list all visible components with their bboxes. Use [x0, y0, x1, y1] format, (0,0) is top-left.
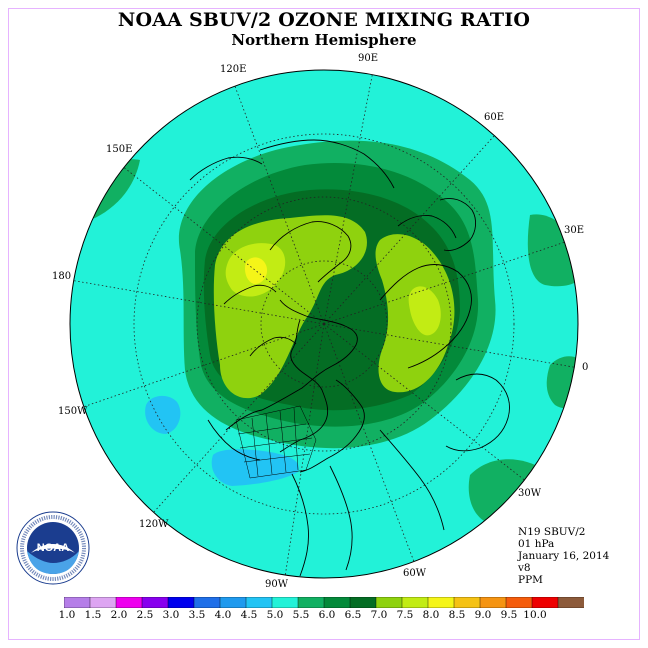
colorbar-tick-label: 5.5	[292, 609, 310, 621]
us-state-boundaries	[235, 405, 317, 479]
colorbar-tick-label: 1.5	[84, 609, 102, 621]
version-label: v8	[518, 562, 531, 574]
colorbar-tick-label: 1.0	[58, 609, 76, 621]
colorbar-swatch	[323, 597, 351, 608]
lon-label-30w: 30W	[518, 488, 542, 499]
date-label: January 16, 2014	[518, 550, 610, 562]
lon-label-90e: 90E	[358, 53, 378, 64]
ozone-level-5.0-5.5-southeast	[546, 356, 578, 409]
colorbar-swatch	[115, 597, 143, 608]
ozone-level-7.5-8.0	[244, 257, 268, 285]
colorbar-swatch	[531, 597, 559, 608]
map-subtitle: Northern Hemisphere	[231, 31, 417, 49]
lon-label-60e: 60E	[484, 112, 504, 123]
lon-label-120e: 120E	[220, 64, 246, 75]
lon-label-60w: 60W	[403, 568, 427, 579]
lon-label-0: 0	[582, 362, 588, 373]
colorbar-tick-label: 2.5	[136, 609, 154, 621]
noaa-logo: NOAA	[16, 511, 90, 585]
colorbar-tick-label: 8.5	[448, 609, 466, 621]
colorbar-tick-label: 6.0	[318, 609, 336, 621]
lon-label-90w: 90W	[265, 579, 289, 590]
color-scale-ticks: 1.0 1.5 2.0 2.5 3.0 3.5 4.0 4.5 5.0 5.5 6.0 6.5 7.0 7…	[0, 609, 648, 623]
colorbar-tick-label: 4.5	[240, 609, 258, 621]
pressure-level-label: 01 hPa	[518, 538, 555, 550]
colorbar-swatch	[141, 597, 169, 608]
colorbar-tick-label: 2.0	[110, 609, 128, 621]
colorbar-swatch	[427, 597, 455, 608]
lon-label-30e: 30E	[564, 225, 584, 236]
hemisphere-boundary	[69, 69, 579, 579]
colorbar-swatch	[401, 597, 429, 608]
ozone-level-4.0-4.5-america	[211, 449, 299, 486]
colorbar-swatch	[349, 597, 377, 608]
lon-label-150e: 150E	[106, 144, 132, 155]
color-scale-bar	[64, 597, 584, 608]
colorbar-swatch	[64, 597, 91, 608]
colorbar-swatch	[505, 597, 533, 608]
colorbar-swatch	[297, 597, 325, 608]
colorbar-swatch	[453, 597, 481, 608]
figure-frame	[8, 8, 640, 640]
colorbar-tick-label: 8.0	[422, 609, 440, 621]
longitude-labels: 90E 60E 30E 0 30W 60W 90W 120W 150W 180 …	[52, 53, 588, 590]
colorbar-tick-label: 3.0	[162, 609, 180, 621]
coastlines	[189, 139, 510, 577]
colorbar-tick-label: 9.0	[474, 609, 492, 621]
lon-label-150w: 150W	[58, 406, 88, 417]
logo-text: NOAA	[37, 542, 69, 554]
colorbar-tick-label: 5.0	[266, 609, 284, 621]
colorbar-swatch	[479, 597, 507, 608]
graticule	[70, 70, 578, 578]
lon-label-120w: 120W	[139, 519, 169, 530]
satellite-label: N19 SBUV/2	[518, 526, 586, 538]
colorbar-tick-label: 7.5	[396, 609, 414, 621]
ozone-level-7.0-7.5-east	[408, 286, 441, 336]
colorbar-swatch	[557, 597, 584, 608]
colorbar-tick-label: 6.5	[344, 609, 362, 621]
colorbar-swatch	[193, 597, 221, 608]
product-info: N19 SBUV/2 01 hPa January 16, 2014 v8 PP…	[518, 526, 609, 586]
ozone-level-5.0-5.5-east	[527, 214, 578, 287]
colorbar-swatch	[219, 597, 247, 608]
units-label: PPM	[518, 574, 543, 586]
colorbar-swatch	[375, 597, 403, 608]
ozone-level-4.0-4.5	[145, 395, 181, 434]
colorbar-swatch	[245, 597, 273, 608]
ozone-level-5.0-5.5-south	[468, 459, 545, 525]
colorbar-tick-label: 10.0	[523, 609, 547, 621]
colorbar-swatch	[167, 597, 195, 608]
colorbar-tick-label: 9.5	[500, 609, 518, 621]
colorbar-swatch	[271, 597, 299, 608]
map-title: NOAA SBUV/2 OZONE MIXING RATIO	[117, 9, 531, 31]
colorbar-tick-label: 7.0	[370, 609, 388, 621]
colorbar-tick-label: 3.5	[188, 609, 206, 621]
colorbar-swatch	[89, 597, 117, 608]
lon-label-180: 180	[52, 271, 71, 282]
colorbar-tick-label: 4.0	[214, 609, 232, 621]
